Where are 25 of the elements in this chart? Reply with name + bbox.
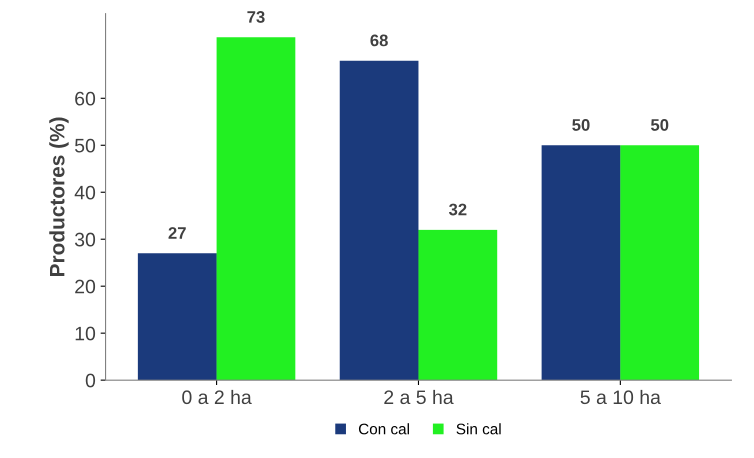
- y-tick-label: 10: [76, 326, 96, 340]
- bar: [542, 145, 620, 380]
- y-tick-label: 0: [86, 374, 96, 388]
- bar: [216, 37, 296, 380]
- data-label: 50: [650, 119, 668, 131]
- bar: [620, 145, 700, 380]
- x-tick-label: 0 a 2 ha: [182, 390, 252, 404]
- y-tick-label: 30: [74, 232, 96, 246]
- y-axis-title: Productores (%): [49, 118, 69, 276]
- legend-label: Sin cal: [456, 423, 501, 434]
- bar: [138, 253, 217, 380]
- data-label: 73: [247, 11, 265, 23]
- data-label: 27: [168, 227, 186, 239]
- y-tick-label: 50: [74, 138, 96, 153]
- y-tick-label: 20: [75, 280, 96, 294]
- legend-label: Con cal: [358, 423, 409, 434]
- x-tick-label: 5 a 10 ha: [580, 390, 661, 404]
- bar: [340, 60, 418, 380]
- y-tick-label: 60: [75, 92, 96, 106]
- data-label: 50: [572, 119, 590, 131]
- x-tick-label: 2 a 5 ha: [384, 390, 454, 404]
- data-label: 68: [370, 34, 388, 46]
- bar: [418, 230, 498, 380]
- y-tick-label: 40: [74, 186, 96, 200]
- data-label: 32: [448, 204, 466, 216]
